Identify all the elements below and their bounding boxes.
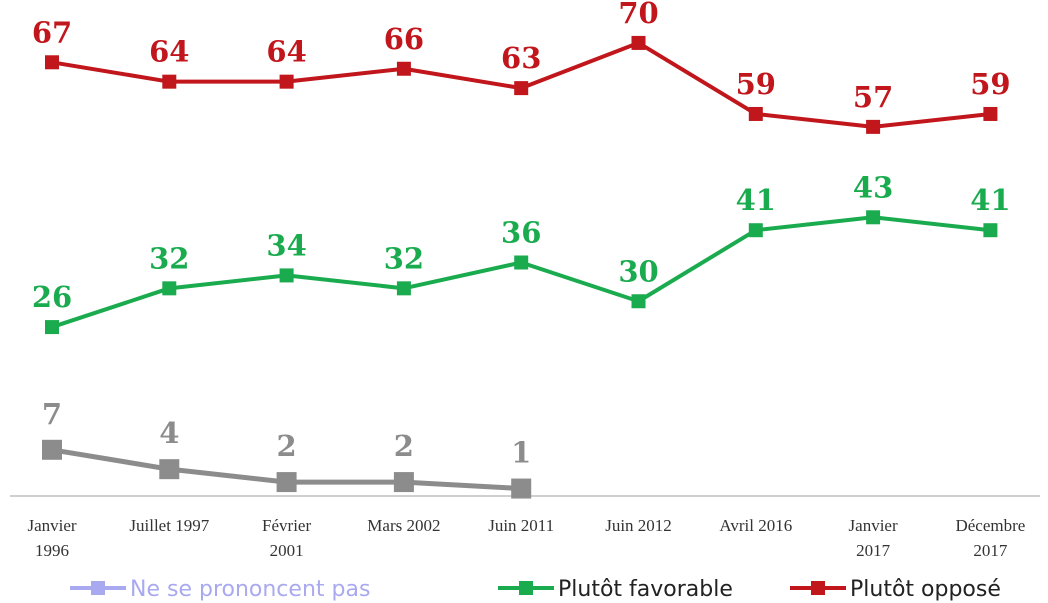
legend-label-ne-se-prononcent-pas: Ne se prononcent pas (130, 577, 370, 602)
data-point-ne-se-prononcent-pas (393, 472, 414, 493)
data-label-plutot-favorable: 30 (618, 254, 658, 288)
x-tick-label: Janvier 1996 (27, 516, 76, 560)
data-label-ne-se-prononcent-pas: 4 (159, 416, 179, 450)
data-label-plutot-oppose: 64 (266, 35, 306, 69)
data-label-plutot-oppose: 67 (32, 15, 72, 49)
data-label-plutot-favorable: 32 (149, 241, 189, 275)
data-label-plutot-oppose: 66 (384, 22, 424, 56)
series-layer (42, 35, 998, 499)
data-point-plutot-oppose (396, 61, 411, 76)
data-point-plutot-favorable (279, 268, 294, 283)
data-label-plutot-favorable: 41 (970, 183, 1010, 217)
legend: Ne se prononcent pas Plutôt favorable Plut… (70, 577, 1001, 602)
x-tick-label: Juin 2012 (605, 516, 672, 535)
x-tick-label: Avril 2016 (719, 516, 792, 535)
x-tick-label: Juin 2011 (488, 516, 554, 535)
data-label-plutot-favorable: 43 (853, 170, 893, 204)
legend-marker-plutot-favorable (519, 581, 533, 595)
data-label-plutot-favorable: 41 (736, 183, 776, 217)
x-tick-label: Décembre 2017 (955, 516, 1025, 560)
legend-label-plutot-oppose: Plutôt opposé (850, 577, 1001, 602)
data-point-plutot-oppose (983, 106, 998, 121)
x-tick-labels: Janvier 1996 Juillet 1997 Février 2001 Mars 2… (27, 516, 1025, 560)
data-labels: 7 4 2 2 1 26 32 34 32 36 30 41 43 41 67 64 64 66 63 70 59 57 5… (32, 0, 1011, 470)
data-point-ne-se-prononcent-pas (511, 478, 532, 499)
data-point-plutot-favorable (45, 320, 59, 335)
legend-label-plutot-favorable: Plutôt favorable (558, 577, 733, 602)
data-label-ne-se-prononcent-pas: 1 (511, 436, 531, 470)
legend-item-plutot-oppose: Plutôt opposé (790, 577, 1001, 602)
data-point-plutot-oppose (866, 119, 881, 134)
x-tick-label: Février 2001 (262, 516, 311, 560)
data-label-plutot-favorable: 32 (384, 241, 424, 275)
x-tick-label: Mars 2002 (367, 516, 440, 535)
data-label-plutot-oppose: 59 (970, 67, 1010, 101)
data-label-ne-se-prononcent-pas: 2 (277, 429, 297, 463)
data-point-plutot-oppose (748, 106, 763, 121)
data-point-ne-se-prononcent-pas (276, 472, 297, 493)
data-point-plutot-oppose (162, 74, 177, 89)
data-point-plutot-oppose (631, 35, 646, 50)
data-point-plutot-favorable (162, 281, 177, 296)
data-point-plutot-oppose (279, 74, 294, 89)
data-label-plutot-favorable: 36 (501, 216, 541, 250)
data-label-ne-se-prononcent-pas: 7 (42, 397, 62, 431)
data-label-plutot-oppose: 70 (618, 0, 658, 30)
data-label-plutot-oppose: 64 (149, 35, 189, 69)
data-point-ne-se-prononcent-pas (159, 459, 180, 480)
data-label-ne-se-prononcent-pas: 2 (394, 429, 414, 463)
data-point-plutot-favorable (748, 223, 763, 238)
x-tick-label: Janvier 2017 (849, 516, 898, 560)
x-tick-label: Juillet 1997 (129, 516, 209, 535)
data-point-ne-se-prononcent-pas (42, 439, 62, 460)
data-label-plutot-oppose: 59 (736, 67, 776, 101)
data-label-plutot-favorable: 26 (32, 280, 72, 314)
data-label-plutot-favorable: 34 (266, 228, 306, 262)
data-point-plutot-favorable (514, 255, 529, 270)
data-point-plutot-favorable (631, 294, 646, 309)
legend-marker-plutot-oppose (811, 581, 825, 595)
data-point-plutot-favorable (396, 281, 411, 296)
legend-marker-ne-se-prononcent-pas (91, 581, 105, 595)
data-point-plutot-oppose (514, 81, 529, 96)
legend-item-ne-se-prononcent-pas: Ne se prononcent pas (70, 577, 370, 602)
data-label-plutot-oppose: 63 (501, 41, 541, 75)
data-label-plutot-oppose: 57 (853, 80, 893, 114)
data-point-plutot-favorable (983, 223, 998, 238)
data-point-plutot-oppose (45, 55, 59, 70)
data-point-plutot-favorable (866, 210, 881, 225)
legend-item-plutot-favorable: Plutôt favorable (498, 577, 733, 602)
